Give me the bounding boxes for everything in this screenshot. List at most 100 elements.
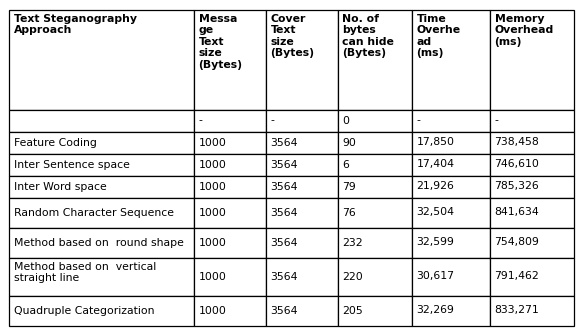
Bar: [265, 9, 338, 110]
Bar: [9, 198, 193, 227]
Bar: [411, 132, 489, 153]
Bar: [411, 258, 489, 295]
Text: 3564: 3564: [271, 271, 298, 281]
Bar: [193, 227, 265, 258]
Text: Quadruple Categorization: Quadruple Categorization: [13, 306, 154, 316]
Bar: [489, 198, 573, 227]
Bar: [193, 176, 265, 198]
Text: -: -: [417, 116, 420, 126]
Text: 32,504: 32,504: [417, 207, 455, 217]
Text: 1000: 1000: [198, 182, 226, 192]
Text: -: -: [495, 116, 498, 126]
Text: 76: 76: [342, 207, 356, 217]
Text: 3564: 3564: [271, 207, 298, 217]
Text: 1000: 1000: [198, 137, 226, 147]
Text: 0: 0: [342, 116, 350, 126]
Text: 1000: 1000: [198, 238, 226, 248]
Text: 3564: 3564: [271, 137, 298, 147]
Bar: [9, 132, 193, 153]
Bar: [489, 132, 573, 153]
Text: 3564: 3564: [271, 306, 298, 316]
Text: Text Steganography
Approach: Text Steganography Approach: [13, 13, 137, 35]
Text: Messa
ge
Text
size
(Bytes): Messa ge Text size (Bytes): [198, 13, 243, 70]
Text: 220: 220: [342, 271, 363, 281]
Text: 232: 232: [342, 238, 363, 248]
Bar: [489, 176, 573, 198]
Text: 79: 79: [342, 182, 356, 192]
Bar: [9, 9, 193, 110]
Bar: [338, 227, 411, 258]
Text: 32,269: 32,269: [417, 306, 455, 316]
Bar: [338, 153, 411, 176]
Text: Inter Word space: Inter Word space: [13, 182, 107, 192]
Bar: [193, 295, 265, 326]
Bar: [411, 176, 489, 198]
Bar: [193, 132, 265, 153]
Text: 3564: 3564: [271, 182, 298, 192]
Bar: [265, 176, 338, 198]
Bar: [338, 258, 411, 295]
Text: 1000: 1000: [198, 306, 226, 316]
Bar: [489, 295, 573, 326]
Bar: [338, 176, 411, 198]
Bar: [411, 110, 489, 132]
Bar: [411, 9, 489, 110]
Text: Inter Sentence space: Inter Sentence space: [13, 159, 129, 170]
Text: 17,404: 17,404: [417, 159, 455, 170]
Bar: [265, 132, 338, 153]
Text: 754,809: 754,809: [495, 238, 540, 248]
Text: 785,326: 785,326: [495, 182, 540, 192]
Bar: [193, 198, 265, 227]
Text: 205: 205: [342, 306, 363, 316]
Bar: [9, 227, 193, 258]
Text: 17,850: 17,850: [417, 137, 455, 147]
Bar: [9, 176, 193, 198]
Bar: [265, 295, 338, 326]
Text: 30,617: 30,617: [417, 271, 455, 281]
Bar: [338, 198, 411, 227]
Text: Time
Overhe
ad
(ms): Time Overhe ad (ms): [417, 13, 460, 58]
Bar: [193, 110, 265, 132]
Bar: [338, 9, 411, 110]
Text: 841,634: 841,634: [495, 207, 540, 217]
Text: Method based on  vertical
straight line: Method based on vertical straight line: [13, 262, 156, 283]
Text: -: -: [198, 116, 203, 126]
Bar: [489, 258, 573, 295]
Text: 21,926: 21,926: [417, 182, 455, 192]
Bar: [338, 110, 411, 132]
Text: Memory
Overhead
(ms): Memory Overhead (ms): [495, 13, 553, 47]
Bar: [265, 198, 338, 227]
Text: 1000: 1000: [198, 207, 226, 217]
Bar: [489, 227, 573, 258]
Bar: [411, 227, 489, 258]
Bar: [9, 153, 193, 176]
Text: 3564: 3564: [271, 238, 298, 248]
Text: Feature Coding: Feature Coding: [13, 137, 97, 147]
Text: Cover
Text
size
(Bytes): Cover Text size (Bytes): [271, 13, 314, 58]
Bar: [338, 132, 411, 153]
Text: 738,458: 738,458: [495, 137, 540, 147]
Text: -: -: [271, 116, 274, 126]
Bar: [411, 295, 489, 326]
Bar: [265, 258, 338, 295]
Bar: [265, 227, 338, 258]
Bar: [489, 153, 573, 176]
Bar: [489, 9, 573, 110]
Bar: [265, 110, 338, 132]
Bar: [193, 9, 265, 110]
Bar: [265, 153, 338, 176]
Bar: [489, 110, 573, 132]
Text: Random Character Sequence: Random Character Sequence: [13, 207, 173, 217]
Text: 746,610: 746,610: [495, 159, 540, 170]
Bar: [9, 258, 193, 295]
Bar: [9, 110, 193, 132]
Bar: [193, 258, 265, 295]
Text: 1000: 1000: [198, 159, 226, 170]
Bar: [411, 153, 489, 176]
Bar: [9, 295, 193, 326]
Text: Method based on  round shape: Method based on round shape: [13, 238, 183, 248]
Text: 833,271: 833,271: [495, 306, 540, 316]
Bar: [338, 295, 411, 326]
Text: No. of
bytes
can hide
(Bytes): No. of bytes can hide (Bytes): [342, 13, 395, 58]
Text: 6: 6: [342, 159, 349, 170]
